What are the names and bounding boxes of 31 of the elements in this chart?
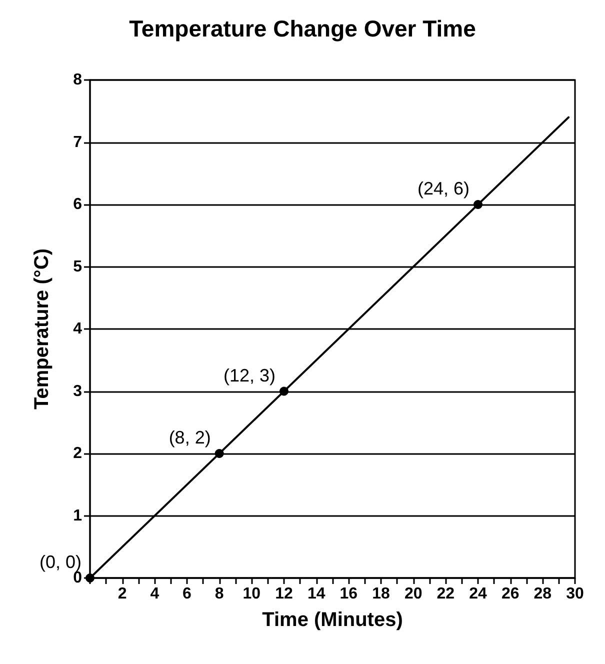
y-tick-label: 6 [73, 196, 82, 213]
y-tick-label: 1 [73, 507, 82, 524]
data-label: (0, 0) [39, 552, 82, 572]
y-axis-title: Temperature (°C) [31, 248, 53, 410]
data-label: (24, 6) [417, 178, 470, 198]
x-tick-label: 26 [501, 586, 520, 602]
y-tick-label: 7 [73, 134, 82, 151]
x-tick-label: 6 [182, 586, 192, 602]
y-tick-label: 5 [73, 258, 82, 276]
y-tick-label: 8 [73, 72, 82, 88]
x-tick-label: 2 [118, 586, 127, 602]
x-tick-label: 8 [214, 586, 224, 602]
data-label: (8, 2) [168, 428, 211, 448]
chart-title: Temperature Change Over Time [129, 16, 476, 42]
x-tick-label: 14 [307, 586, 326, 602]
x-tick-label: 10 [242, 586, 261, 602]
x-tick-label: 4 [150, 586, 160, 602]
x-tick-label: 28 [534, 586, 552, 602]
y-tick-label: 4 [73, 320, 82, 338]
x-tick-label: 18 [372, 586, 390, 602]
y-tick-label: 0 [73, 570, 82, 586]
x-axis-title: Time (Minutes) [262, 609, 403, 631]
y-tick-label: 3 [73, 382, 82, 400]
x-tick-label: 16 [340, 586, 358, 602]
x-tick-label: 12 [275, 586, 293, 602]
x-tick-label: 30 [566, 586, 584, 602]
x-tick-label: 22 [436, 586, 455, 602]
y-tick-label: 2 [73, 445, 82, 462]
x-tick-label: 24 [469, 586, 487, 602]
data-label: (12, 3) [223, 365, 276, 386]
x-tick-label: 20 [404, 586, 422, 602]
